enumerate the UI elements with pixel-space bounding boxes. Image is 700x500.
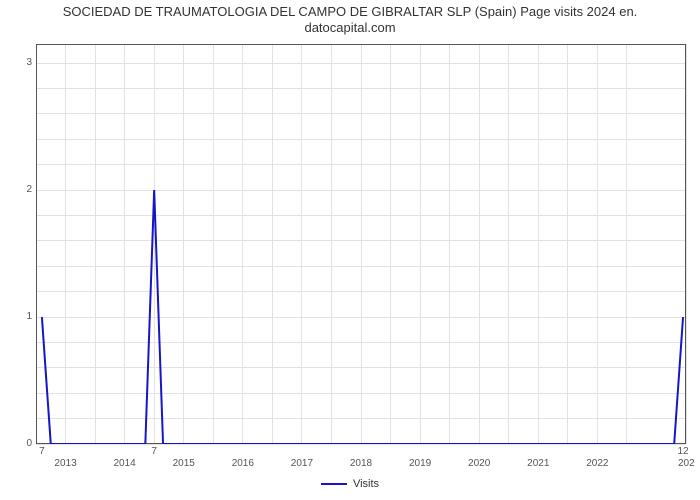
x-axis-tick-label: 2015	[173, 458, 195, 469]
y-axis-tick-label: 2	[12, 184, 32, 195]
x-axis-tick-label: 2014	[114, 458, 136, 469]
x-axis-tick-label: 2018	[350, 458, 372, 469]
x-axis-tick-label: 2021	[527, 458, 549, 469]
data-point-label: 7	[39, 446, 45, 457]
x-axis-tick-label: 2017	[291, 458, 313, 469]
plot-area	[36, 44, 686, 444]
series-line	[36, 44, 686, 444]
data-point-label: 7	[151, 446, 157, 457]
legend-swatch	[321, 483, 347, 485]
data-point-label: 12	[677, 446, 688, 457]
legend-label: Visits	[353, 478, 379, 490]
chart-title-line2: datocapital.com	[304, 20, 395, 35]
x-axis-tick-label: 2013	[54, 458, 76, 469]
y-axis-tick-label: 1	[12, 311, 32, 322]
chart-title-line1: SOCIEDAD DE TRAUMATOLOGIA DEL CAMPO DE G…	[63, 4, 638, 19]
x-axis-tick-label: 2022	[586, 458, 608, 469]
legend: Visits	[0, 478, 700, 490]
chart-container: { "chart": { "type": "line", "title_line…	[0, 0, 700, 500]
y-axis-tick-label: 3	[12, 57, 32, 68]
x-axis-tick-label: 2020	[468, 458, 490, 469]
chart-title: SOCIEDAD DE TRAUMATOLOGIA DEL CAMPO DE G…	[0, 4, 700, 37]
x-axis-tick-label-truncated: 202	[678, 458, 695, 469]
x-axis-tick-label: 2016	[232, 458, 254, 469]
x-axis-tick-label: 2019	[409, 458, 431, 469]
y-axis-tick-label: 0	[12, 438, 32, 449]
